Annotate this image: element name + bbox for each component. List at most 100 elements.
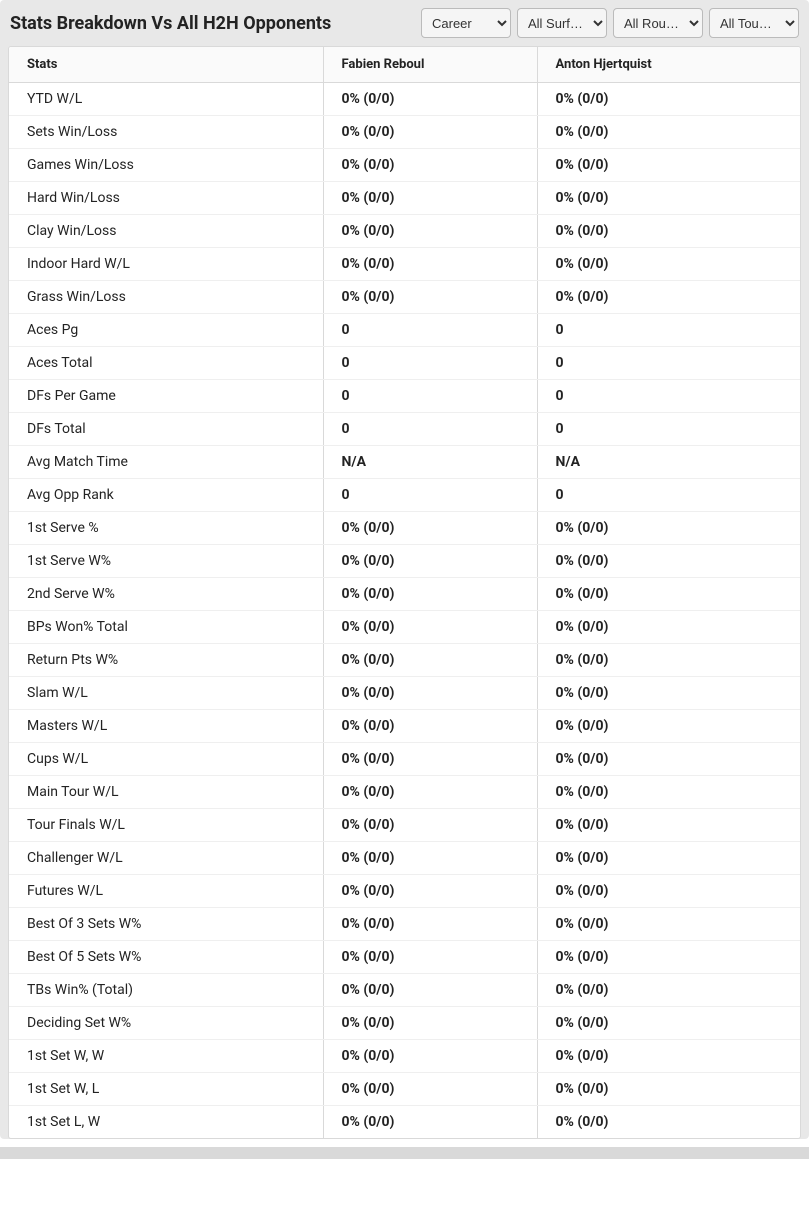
table-row: Best Of 5 Sets W%0% (0/0)0% (0/0) [9,941,800,974]
stat-value-player2: N/A [537,446,800,479]
stat-label: Avg Opp Rank [9,479,323,512]
stat-value-player1: 0% (0/0) [323,83,537,116]
stat-label: DFs Per Game [9,380,323,413]
table-row: 1st Set W, L0% (0/0)0% (0/0) [9,1073,800,1106]
footer-strip [0,1147,809,1159]
stat-value-player2: 0 [537,479,800,512]
stat-label: Grass Win/Loss [9,281,323,314]
table-row: TBs Win% (Total)0% (0/0)0% (0/0) [9,974,800,1007]
stat-label: Cups W/L [9,743,323,776]
column-header-stats: Stats [9,47,323,83]
table-row: Aces Pg00 [9,314,800,347]
table-row: Avg Opp Rank00 [9,479,800,512]
stat-label: Main Tour W/L [9,776,323,809]
stat-value-player1: 0% (0/0) [323,215,537,248]
stat-value-player1: 0% (0/0) [323,1007,537,1040]
stat-value-player1: 0% (0/0) [323,545,537,578]
table-row: Tour Finals W/L0% (0/0)0% (0/0) [9,809,800,842]
stat-value-player1: 0% (0/0) [323,578,537,611]
stat-value-player1: 0 [323,413,537,446]
filter-round[interactable]: All Rou… [613,8,703,38]
stat-value-player2: 0% (0/0) [537,83,800,116]
stat-value-player1: 0 [323,314,537,347]
stat-label: TBs Win% (Total) [9,974,323,1007]
stat-value-player2: 0% (0/0) [537,743,800,776]
table-row: Indoor Hard W/L0% (0/0)0% (0/0) [9,248,800,281]
table-row: Challenger W/L0% (0/0)0% (0/0) [9,842,800,875]
stat-value-player1: 0% (0/0) [323,182,537,215]
table-row: Masters W/L0% (0/0)0% (0/0) [9,710,800,743]
stat-value-player1: 0% (0/0) [323,842,537,875]
stat-label: Futures W/L [9,875,323,908]
stat-label: Avg Match Time [9,446,323,479]
stat-label: Sets Win/Loss [9,116,323,149]
stat-label: YTD W/L [9,83,323,116]
stat-value-player2: 0% (0/0) [537,116,800,149]
column-header-player2: Anton Hjertquist [537,47,800,83]
stat-value-player2: 0% (0/0) [537,1040,800,1073]
stat-value-player2: 0 [537,314,800,347]
stat-label: 1st Serve % [9,512,323,545]
stat-value-player2: 0 [537,347,800,380]
filter-period[interactable]: Career [421,8,511,38]
stat-value-player2: 0% (0/0) [537,248,800,281]
stat-label: 1st Set L, W [9,1106,323,1139]
stat-value-player2: 0% (0/0) [537,809,800,842]
table-row: DFs Total00 [9,413,800,446]
table-row: Best Of 3 Sets W%0% (0/0)0% (0/0) [9,908,800,941]
stat-label: Slam W/L [9,677,323,710]
stat-label: Masters W/L [9,710,323,743]
table-row: Grass Win/Loss0% (0/0)0% (0/0) [9,281,800,314]
stat-value-player2: 0% (0/0) [537,974,800,1007]
stat-label: Clay Win/Loss [9,215,323,248]
filter-tour[interactable]: All Tour… [709,8,799,38]
table-row: 1st Serve %0% (0/0)0% (0/0) [9,512,800,545]
stat-value-player2: 0 [537,413,800,446]
table-header-row: Stats Fabien Reboul Anton Hjertquist [9,47,800,83]
stat-value-player2: 0% (0/0) [537,644,800,677]
stat-value-player2: 0% (0/0) [537,512,800,545]
column-header-player1: Fabien Reboul [323,47,537,83]
stat-value-player2: 0% (0/0) [537,149,800,182]
stat-label: Tour Finals W/L [9,809,323,842]
stat-value-player1: 0% (0/0) [323,710,537,743]
stat-value-player1: 0% (0/0) [323,1040,537,1073]
stat-value-player1: 0% (0/0) [323,512,537,545]
stat-value-player2: 0% (0/0) [537,842,800,875]
stat-value-player1: 0% (0/0) [323,1073,537,1106]
stat-value-player1: 0% (0/0) [323,941,537,974]
stats-panel: Stats Breakdown Vs All H2H Opponents Car… [0,0,809,1139]
stat-value-player1: 0% (0/0) [323,116,537,149]
stat-label: 1st Set W, L [9,1073,323,1106]
stat-value-player2: 0% (0/0) [537,776,800,809]
panel-title: Stats Breakdown Vs All H2H Opponents [10,13,331,34]
stat-label: 1st Serve W% [9,545,323,578]
stat-label: Best Of 5 Sets W% [9,941,323,974]
stat-label: Challenger W/L [9,842,323,875]
table-row: 1st Set W, W0% (0/0)0% (0/0) [9,1040,800,1073]
stat-value-player2: 0% (0/0) [537,908,800,941]
table-body: YTD W/L0% (0/0)0% (0/0)Sets Win/Loss0% (… [9,83,800,1139]
stat-value-player1: 0% (0/0) [323,974,537,1007]
table-row: Avg Match TimeN/AN/A [9,446,800,479]
filter-surface[interactable]: All Surf… [517,8,607,38]
stat-value-player2: 0% (0/0) [537,1073,800,1106]
stat-value-player1: 0% (0/0) [323,908,537,941]
table-row: Games Win/Loss0% (0/0)0% (0/0) [9,149,800,182]
stat-value-player2: 0% (0/0) [537,611,800,644]
stat-label: Deciding Set W% [9,1007,323,1040]
stat-value-player2: 0% (0/0) [537,578,800,611]
stat-value-player1: 0% (0/0) [323,611,537,644]
stat-label: Aces Total [9,347,323,380]
stat-value-player1: 0% (0/0) [323,281,537,314]
table-row: Sets Win/Loss0% (0/0)0% (0/0) [9,116,800,149]
stat-value-player1: 0% (0/0) [323,776,537,809]
stat-label: 2nd Serve W% [9,578,323,611]
table-row: Clay Win/Loss0% (0/0)0% (0/0) [9,215,800,248]
stats-table: Stats Fabien Reboul Anton Hjertquist YTD… [9,47,800,1138]
stat-value-player2: 0% (0/0) [537,875,800,908]
stat-value-player1: 0 [323,380,537,413]
table-row: Deciding Set W%0% (0/0)0% (0/0) [9,1007,800,1040]
table-row: Main Tour W/L0% (0/0)0% (0/0) [9,776,800,809]
table-row: Aces Total00 [9,347,800,380]
